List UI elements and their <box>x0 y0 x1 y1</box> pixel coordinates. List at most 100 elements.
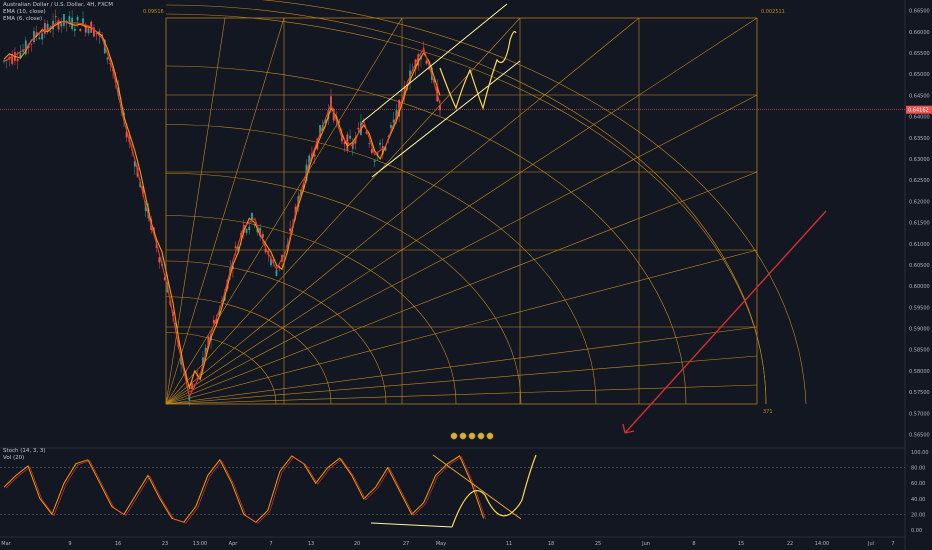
candle-body <box>191 383 193 390</box>
time-tick-label: May <box>436 541 446 547</box>
candle-body <box>373 160 376 163</box>
candle-body <box>349 135 351 139</box>
ema-lines <box>3 20 441 399</box>
gann-box <box>165 17 758 405</box>
candle-body <box>54 16 57 18</box>
candle-body <box>253 224 256 226</box>
time-tick-label: 15 <box>738 541 744 547</box>
candle-body <box>117 87 120 97</box>
gann-fan-line <box>165 355 758 405</box>
price-tick-label: 0.60000 <box>909 284 930 290</box>
stoch-tick-label: 100.00 <box>911 450 929 456</box>
price-tick-label: 0.62000 <box>909 199 930 205</box>
gann-fan-line <box>165 384 758 405</box>
candle-body <box>370 148 373 153</box>
candle-body <box>425 60 428 64</box>
main-legend: Australian Dollar / U.S. Dollar, 4H, FXC… <box>3 2 113 23</box>
candle-body <box>439 105 441 111</box>
stoch-tick-label: 60.00 <box>911 481 925 487</box>
down-arrow-line <box>624 210 827 434</box>
time-tick-label: 13 <box>308 541 314 547</box>
candle-body <box>68 16 71 24</box>
price-tick-label: 0.61500 <box>909 221 930 227</box>
candle-body <box>395 110 398 119</box>
ema-6-label[interactable]: EMA (6, close) <box>3 16 43 22</box>
candle-body <box>256 228 259 233</box>
time-tick-label: 22 <box>787 541 793 547</box>
user-drawings <box>361 3 827 440</box>
stoch-tick-label: 20.00 <box>911 512 925 518</box>
stoch-tick-label: 40.00 <box>911 497 925 503</box>
candle-body <box>76 16 79 21</box>
price-tick-label: 0.66000 <box>909 30 930 36</box>
gann-arc <box>165 13 767 405</box>
down-arrow-head <box>622 423 635 434</box>
price-tick-label: 0.60500 <box>909 263 930 269</box>
candle-body <box>428 67 430 70</box>
gann-fan-line <box>165 17 521 405</box>
candle-body <box>234 246 237 248</box>
price-tick-label: 0.57500 <box>909 390 930 396</box>
time-tick-label: Jul <box>867 541 874 547</box>
price-tick-label: 0.57000 <box>909 411 930 417</box>
emoji-icon <box>477 432 485 440</box>
symbol-title[interactable]: Australian Dollar / U.S. Dollar, 4H, FXC… <box>3 2 113 8</box>
candle-body <box>248 226 251 231</box>
channel-lower-line <box>371 60 521 178</box>
price-tick-label: 0.65500 <box>909 51 930 57</box>
candle-body <box>417 54 420 66</box>
price-tick-label: 0.64000 <box>909 115 930 121</box>
candle-body <box>379 142 381 145</box>
ema-6-line <box>3 20 441 399</box>
candle-body <box>87 28 90 34</box>
fib-bottom-label: 371 <box>763 409 773 415</box>
candle-body <box>142 186 144 194</box>
gann-arc <box>165 260 387 405</box>
projection-path <box>439 30 517 110</box>
candle-body <box>24 40 27 55</box>
candle-body <box>433 78 436 83</box>
price-tick-label: 0.65000 <box>909 72 930 78</box>
gann-fan-arcs <box>165 0 807 405</box>
stoch-divergence-line <box>370 522 453 528</box>
candle-body <box>330 96 332 108</box>
candle-body <box>38 37 41 40</box>
candle-body <box>218 310 221 315</box>
candle-body <box>264 248 267 253</box>
time-tick-label: Apr <box>229 541 239 547</box>
candle-body <box>73 28 76 31</box>
candle-body <box>275 269 278 276</box>
candle-body <box>95 32 98 34</box>
stoch-legend: Stoch (14, 3, 3) Vol (20) <box>3 448 46 462</box>
candle-body <box>41 33 44 40</box>
candle-body <box>321 125 324 131</box>
time-tick-label: 27 <box>403 541 409 547</box>
price-tick-label: 0.58500 <box>909 348 930 354</box>
candle-body <box>84 25 87 33</box>
candle-body <box>261 233 264 238</box>
candle-body <box>163 277 166 281</box>
stoch-d-line <box>5 456 486 524</box>
gann-arc <box>165 332 277 405</box>
stoch-trend-line <box>432 454 522 520</box>
gann-fan-line <box>165 17 640 405</box>
time-tick-label: Jun <box>641 541 650 547</box>
price-tick-label: 0.61000 <box>909 242 930 248</box>
time-axis[interactable]: Mar 9 16 23 13:00 Apr 7 13 20 27 May 11 18 25 Jun 8 15 22… <box>0 536 905 547</box>
candle-body <box>133 161 136 167</box>
candle-body <box>16 59 19 62</box>
ema-10-label[interactable]: EMA (10, close) <box>3 9 46 15</box>
stoch-label[interactable]: Stoch (14, 3, 3) <box>3 448 46 454</box>
candle-body <box>232 266 234 270</box>
candle-body <box>343 141 346 145</box>
candle-body <box>289 228 292 232</box>
candle-body <box>384 146 387 151</box>
candle-body <box>400 91 403 93</box>
candle-body <box>387 136 390 137</box>
gann-outer-arc <box>165 4 767 405</box>
price-tick-label: 0.64500 <box>909 93 930 99</box>
vol-label[interactable]: Vol (20) <box>3 455 25 461</box>
